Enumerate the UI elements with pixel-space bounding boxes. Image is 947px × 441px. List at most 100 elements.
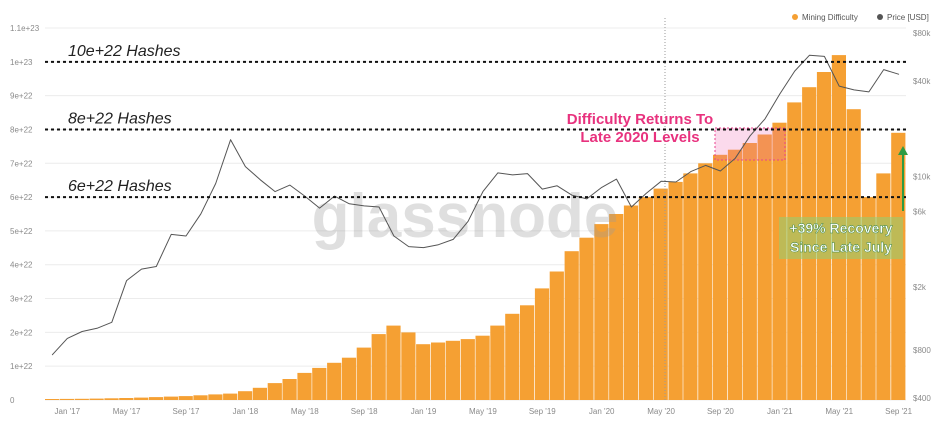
difficulty-note-line-2: Late 2020 Levels [580,129,699,146]
difficulty-bar [891,132,906,401]
right-tick-label: $40k [913,77,931,86]
left-tick-label: 8e+22 [10,125,33,134]
x-tick-label: May '17 [113,407,141,416]
x-tick-label: May '18 [291,407,319,416]
legend: Mining Difficulty Price [USD] [792,13,929,22]
difficulty-bar [549,271,564,400]
difficulty-bar [327,362,342,400]
difficulty-bar [757,134,772,400]
difficulty-bar [490,325,505,400]
difficulty-bar [148,397,164,400]
difficulty-bar [119,398,134,400]
x-tick-label: Jan '19 [411,407,437,416]
recovery-note-line-1: +39% Recovery [789,220,892,236]
difficulty-bar [698,163,713,400]
difficulty-bar [238,391,253,400]
difficulty-bar [74,398,89,400]
reference-line-label: 10e+22 Hashes [68,43,181,60]
difficulty-bar [134,397,149,400]
watermark: glassnode [312,182,619,251]
left-axis-ticks: 0 1e+22 2e+22 3e+22 4e+22 5e+22 6e+22 7e+22 8e+2… [10,24,40,405]
x-tick-label: Sep '19 [529,407,556,416]
difficulty-bar [89,398,104,400]
x-tick-label: Sep '18 [351,407,378,416]
difficulty-bar [386,325,401,400]
difficulty-bar [668,181,683,400]
difficulty-bar [341,357,357,400]
difficulty-bar [312,367,327,400]
right-tick-label: $400 [913,394,931,403]
difficulty-bar [163,396,178,400]
reference-line-label: 8e+22 Hashes [68,110,172,127]
recovery-note-box [779,217,903,259]
legend-price-label: Price [USD] [887,13,929,22]
difficulty-bar [252,387,267,400]
difficulty-bar [104,398,119,400]
x-tick-label: May '20 [647,407,675,416]
x-tick-label: Jan '18 [233,407,259,416]
difficulty-bar [564,251,579,400]
x-axis-ticks: Jan '17 May '17 Sep '17 Jan '18 May '18 Sep '… [55,407,913,416]
legend-difficulty-swatch [792,14,798,20]
difficulty-bar [475,335,490,400]
price-line [51,54,900,356]
difficulty-bars [45,55,906,401]
difficulty-bar [772,122,787,400]
difficulty-bar [297,372,312,400]
late-2020-highlight [714,127,786,161]
x-tick-label: Jan '20 [589,407,615,416]
difficulty-bar [59,398,74,400]
difficulty-bar [460,339,475,400]
left-tick-label: 2e+22 [10,328,33,337]
difficulty-bar [609,214,624,400]
left-tick-label: 9e+22 [10,92,33,101]
x-tick-label: Sep '21 [885,407,912,416]
x-tick-label: May '21 [825,407,853,416]
right-axis-ticks: $400 $800 $2k $6k $10k $40k $80k [913,29,931,403]
legend-difficulty-label: Mining Difficulty [802,13,858,22]
x-tick-label: Sep '20 [707,407,734,416]
x-tick-label: Jan '17 [55,407,81,416]
left-tick-label: 4e+22 [10,261,33,270]
difficulty-bar [401,332,416,400]
difficulty-bar [505,313,520,400]
difficulty-bar [623,205,639,400]
difficulty-bar [371,334,386,400]
difficulty-bar [876,173,891,400]
difficulty-bar [45,399,60,400]
left-tick-label: 1e+23 [10,58,33,67]
right-tick-label: $800 [913,346,931,355]
reference-lines: 10e+22 Hashes 8e+22 Hashes 6e+22 Hashes [45,43,906,199]
difficulty-bar [431,342,446,400]
right-tick-label: $6k [913,207,927,216]
difficulty-bar [193,395,208,400]
left-tick-label: 5e+22 [10,227,33,236]
right-tick-label: $10k [913,172,931,181]
difficulty-bar [520,305,535,400]
difficulty-bar [416,344,431,400]
difficulty-bar [267,383,282,400]
left-tick-label: 7e+22 [10,159,33,168]
difficulty-bar [727,149,743,400]
difficulty-bar [356,347,371,400]
difficulty-bar [579,237,594,400]
x-tick-label: Sep '17 [173,407,200,416]
left-tick-label: 1.1e+23 [10,24,40,33]
left-tick-label: 3e+22 [10,295,33,304]
difficulty-bar [594,224,609,400]
difficulty-bar [223,393,238,400]
recovery-arrowhead [898,146,908,155]
reference-line-label: 6e+22 Hashes [68,178,172,195]
right-tick-label: $2k [913,283,927,292]
left-tick-label: 1e+22 [10,362,33,371]
difficulty-note-line-1: Difficulty Returns To [567,111,713,128]
recovery-note-line-2: Since Late July [790,239,892,255]
difficulty-bar [178,396,193,400]
difficulty-bar [445,340,460,400]
left-tick-label: 0 [10,396,15,405]
x-tick-label: May '19 [469,407,497,416]
difficulty-bar [282,379,297,400]
difficulty-bar [208,394,223,400]
